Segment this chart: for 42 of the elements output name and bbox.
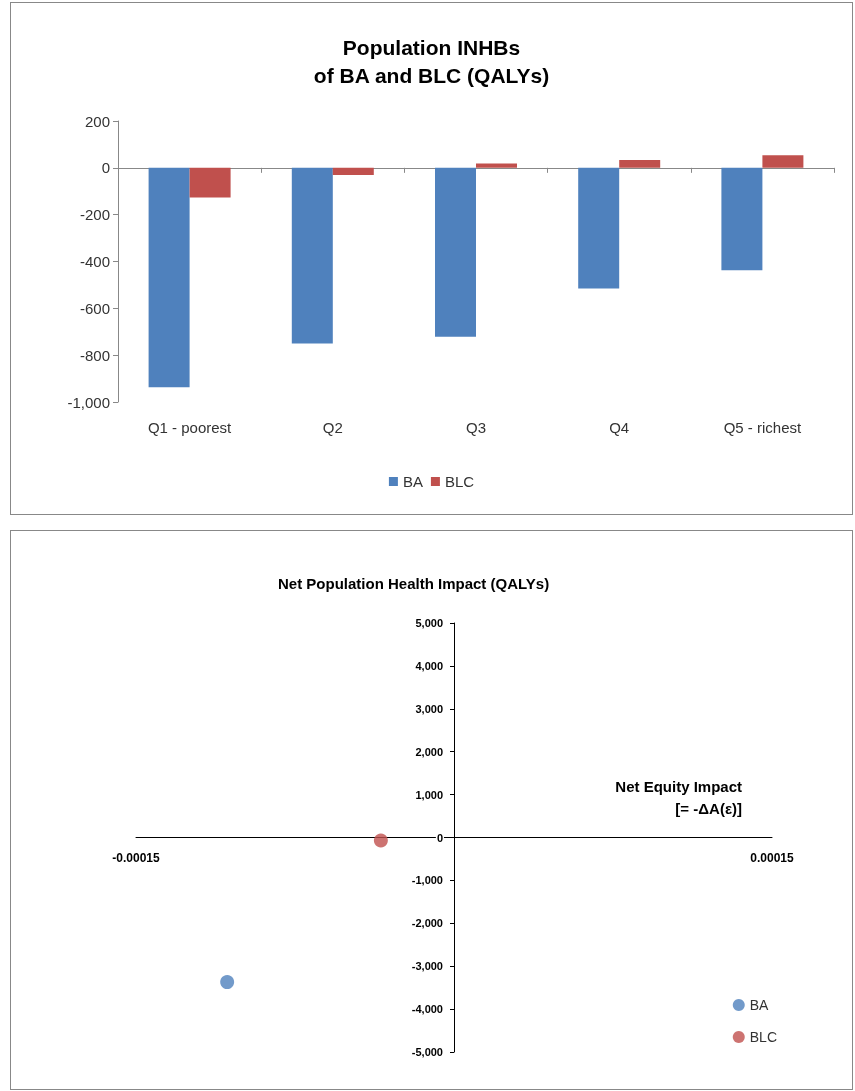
y-tick-label: 0 [101,159,110,177]
y-tick-label: -200 [79,206,110,224]
y-tick-label: 200 [84,112,110,130]
bar [721,167,763,271]
bar [578,167,620,289]
y-tick-label: -5,000 [411,1046,443,1058]
bar [291,167,333,344]
x-tick-label: Q3 [465,419,487,436]
x-tick-label: -0.00015 [112,850,161,865]
legend-label: BA [749,997,770,1013]
x-axis-title: Net Equity Impact [= -ΔA(ε)] [615,778,742,817]
y-tick-label: 0 [436,831,443,844]
legend-label: BLC [444,473,475,490]
y-tick-label: -1,000 [411,874,443,887]
x-tick-label: Q4 [609,419,630,436]
y-tick-label: -1,000 [67,393,110,411]
legend-label: BLC [749,1029,777,1045]
legend-label: BA [402,473,423,490]
y-tick-label: -600 [79,299,110,317]
x-tick-label: Q1 - poorest [147,419,233,436]
bar [148,167,190,388]
y-tick-label: -4,000 [411,1003,443,1016]
y-tick-label: 3,000 [415,702,443,715]
y-tick-label: 1,000 [415,788,443,801]
x-tick-label: Q5 - richest [723,419,802,436]
bar [762,155,804,168]
chart-title: Net Population Health Impact (QALYs) [278,575,550,592]
bar [189,167,231,198]
y-tick-label: -800 [79,346,110,364]
bar [619,160,661,168]
bar [476,163,517,168]
x-tick-label: Q2 [322,419,343,436]
bar [435,167,476,337]
y-tick-label: 2,000 [415,745,443,758]
x-tick-label: 0.00015 [750,850,795,865]
y-tick-label: 4,000 [415,659,443,672]
bar [332,167,374,176]
y-tick-label: -400 [79,253,110,270]
y-tick-label: -3,000 [411,960,443,973]
y-tick-label: -2,000 [411,917,443,930]
chart-title: Population INHBs of BA and BLC (QALYs) [313,35,550,87]
y-tick-label: 5,000 [415,617,443,629]
